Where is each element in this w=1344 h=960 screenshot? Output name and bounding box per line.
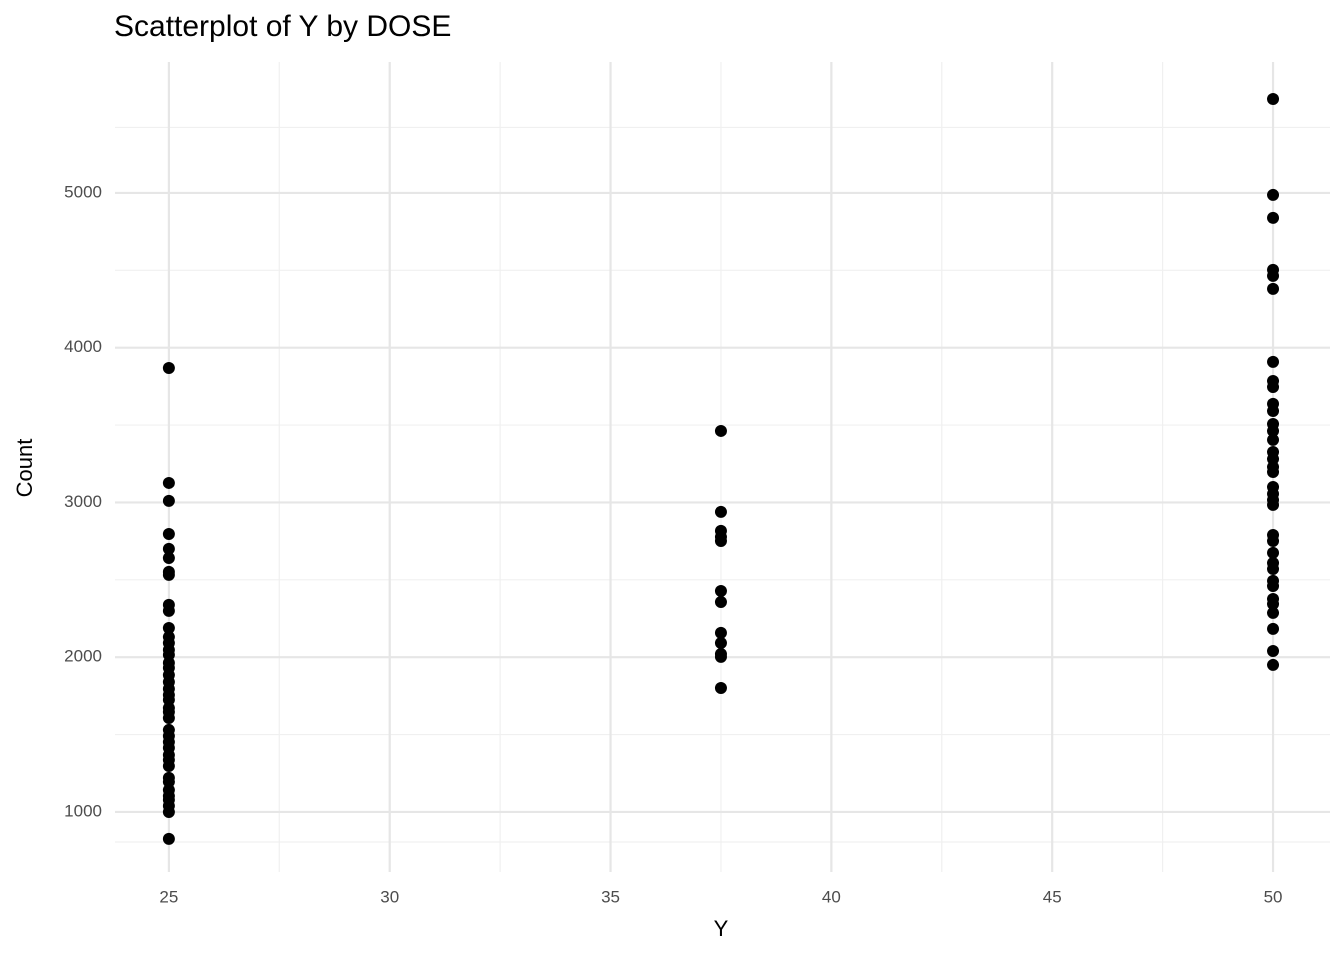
point [162, 361, 175, 374]
point [1267, 269, 1280, 282]
point [1267, 211, 1280, 224]
y-tick-label: 4000 [64, 337, 102, 356]
point [162, 551, 175, 564]
point [162, 476, 175, 489]
x-axis-label: Y [714, 916, 729, 941]
point [714, 636, 727, 649]
point [162, 759, 175, 772]
point [1267, 92, 1280, 105]
point [162, 528, 175, 541]
point [1267, 534, 1280, 547]
point [1267, 404, 1280, 417]
point [162, 494, 175, 507]
point [1267, 562, 1280, 575]
point [162, 712, 175, 725]
point [1267, 606, 1280, 619]
y-tick-label: 3000 [64, 492, 102, 511]
point [1267, 546, 1280, 559]
point [714, 534, 727, 547]
point [1267, 645, 1280, 658]
y-tick-label: 2000 [64, 647, 102, 666]
point [1267, 658, 1280, 671]
point [714, 424, 727, 437]
point [1267, 597, 1280, 610]
point [162, 805, 175, 818]
point [1267, 580, 1280, 593]
point [1267, 380, 1280, 393]
point [714, 626, 727, 639]
point [162, 832, 175, 845]
point [1267, 622, 1280, 635]
point [714, 584, 727, 597]
point [1267, 433, 1280, 446]
chart-title: Scatterplot of Y by DOSE [114, 10, 451, 43]
point [1267, 355, 1280, 368]
y-tick-label: 1000 [64, 801, 102, 820]
x-tick-label: 40 [822, 887, 841, 906]
point [1267, 498, 1280, 511]
point [714, 650, 727, 663]
point [162, 542, 175, 555]
point [1267, 282, 1280, 295]
point [162, 568, 175, 581]
x-tick-label: 30 [380, 887, 399, 906]
point [162, 621, 175, 634]
point [1267, 424, 1280, 437]
point [1267, 188, 1280, 201]
x-tick-label: 25 [159, 887, 178, 906]
point [714, 595, 727, 608]
point [1267, 465, 1280, 478]
y-tick-label: 5000 [64, 182, 102, 201]
point [162, 604, 175, 617]
x-tick-label: 35 [601, 887, 620, 906]
point [714, 681, 727, 694]
point [714, 505, 727, 518]
x-tick-label: 45 [1043, 887, 1062, 906]
x-tick-label: 50 [1264, 887, 1283, 906]
y-axis-label: Count [12, 439, 37, 498]
